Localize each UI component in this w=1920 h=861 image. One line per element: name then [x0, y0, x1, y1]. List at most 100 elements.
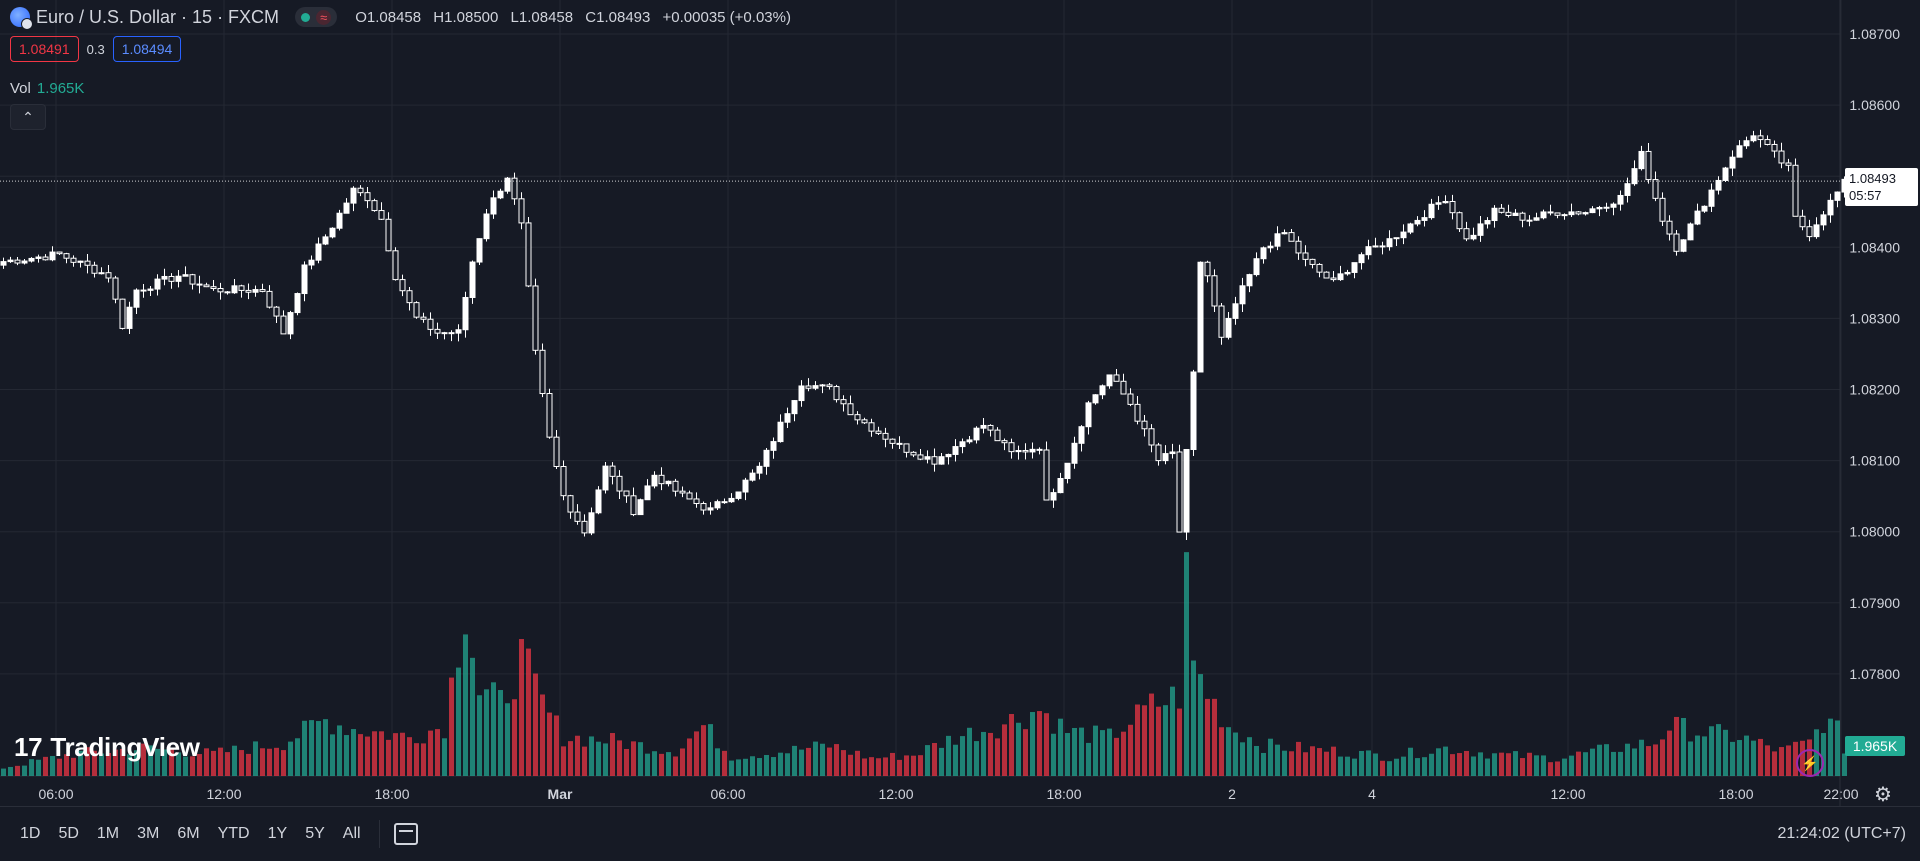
candle-body [1022, 450, 1029, 453]
candle-body [357, 187, 364, 194]
volume-bar [1219, 727, 1224, 776]
candle-body [1379, 245, 1386, 248]
range-all-button[interactable]: All [342, 825, 361, 842]
volume-legend[interactable]: Vol 1.965K [10, 80, 84, 97]
volume-bar [106, 752, 111, 776]
candle-body [1498, 207, 1505, 213]
volume-bar [29, 759, 34, 776]
volume-bar [1576, 751, 1581, 776]
range-5y-button[interactable]: 5Y [305, 825, 325, 842]
range-1d-button[interactable]: 1D [20, 825, 41, 842]
candle-body [378, 210, 385, 220]
volume-bar [1541, 755, 1546, 776]
candle-body [1365, 246, 1372, 256]
candle-body [217, 287, 224, 293]
candle-body [1428, 203, 1435, 219]
candle-body [1589, 208, 1596, 214]
volume-bar [351, 729, 356, 776]
symbol-title[interactable]: Euro / U.S. Dollar · 15 · FXCM [36, 6, 280, 27]
candle-body [770, 441, 777, 451]
volume-bar [218, 747, 223, 776]
candle-body [525, 222, 532, 287]
candle-body [0, 261, 7, 266]
volume-bar [1373, 753, 1378, 776]
quote-bar: 1.08491 0.3 1.08494 [10, 36, 182, 62]
collapse-legend-button[interactable]: ⌃ [10, 104, 46, 130]
volume-bar [1317, 748, 1322, 776]
volume-bar [134, 750, 139, 776]
candle-body [686, 492, 693, 500]
volume-bar [141, 743, 146, 776]
candle-body [1729, 156, 1736, 169]
candle-body [1043, 449, 1050, 501]
volume-bar [855, 750, 860, 776]
range-1y-button[interactable]: 1Y [267, 825, 288, 842]
range-6m-button[interactable]: 6M [177, 825, 200, 842]
candle-body [406, 290, 413, 304]
range-1m-button[interactable]: 1M [96, 825, 120, 842]
candle-body [973, 427, 980, 441]
clock-timezone[interactable]: 21:24:02 (UTC+7) [1777, 825, 1906, 842]
candle-body [588, 512, 595, 534]
volume-bar [169, 748, 174, 776]
volume-bar [288, 741, 293, 776]
candle-body [1715, 179, 1722, 191]
sell-price-button[interactable]: 1.08491 [10, 36, 79, 62]
candle-body [1218, 305, 1225, 338]
candle-body [350, 187, 357, 204]
volume-bar [918, 755, 923, 776]
candle-body [938, 456, 945, 465]
open-value: 1.08458 [366, 8, 422, 26]
volume-bar [932, 743, 937, 776]
calendar-icon[interactable] [393, 823, 418, 845]
volume-bar [729, 760, 734, 776]
volume-bar [330, 734, 335, 776]
candle-body [210, 286, 217, 289]
candle-body [105, 272, 112, 279]
candle-body [322, 236, 329, 245]
volume-bar [715, 748, 720, 776]
volume-bar [1002, 724, 1007, 776]
range-5d-button[interactable]: 5D [58, 825, 79, 842]
candle-body [469, 261, 476, 298]
volume-bar [1471, 756, 1476, 776]
volume-bar [743, 758, 748, 776]
candle-body [910, 451, 917, 456]
close-value: 1.08493 [596, 8, 651, 26]
tradingview-logo[interactable]: 17 TradingView [14, 732, 200, 763]
range-3m-button[interactable]: 3M [137, 825, 160, 842]
chart-settings-icon[interactable]: ⚙ [1874, 784, 1892, 806]
range-ytd-button[interactable]: YTD [217, 825, 250, 842]
x-tick-label: 2 [1228, 786, 1236, 802]
close-label: C [585, 8, 597, 26]
volume-bar [680, 748, 685, 776]
candle-body [1260, 247, 1267, 260]
volume-bar [1408, 747, 1413, 776]
volume-bar [960, 736, 965, 776]
volume-bar [1163, 705, 1168, 776]
buy-price-button[interactable]: 1.08494 [112, 36, 182, 62]
volume-bar [1562, 758, 1567, 776]
x-tick-label: 4 [1368, 786, 1376, 802]
volume-bar [183, 756, 188, 776]
lightning-icon[interactable]: ⚡ [1796, 749, 1824, 777]
volume-bar [428, 730, 433, 776]
candle-body [567, 495, 574, 513]
price-chart[interactable]: 1.08700 1.08600 1.08500 1.08400 1.08300 1.082… [0, 0, 1920, 806]
volume-bar [1688, 741, 1693, 776]
candle-body [1680, 239, 1687, 252]
candle-body [413, 302, 420, 318]
volume-bar [1513, 751, 1518, 776]
x-tick-label: Mar [548, 786, 573, 802]
candle-body [1113, 374, 1120, 382]
market-status-pill[interactable]: ≈ [295, 7, 338, 27]
candle-body [518, 198, 525, 224]
high-label: H [433, 8, 445, 26]
volume-bar [1149, 693, 1154, 776]
volume-bar [148, 745, 153, 776]
volume-bar [225, 752, 230, 776]
candle-body [301, 264, 308, 295]
candle-body [1407, 223, 1414, 233]
candle-body [1673, 233, 1680, 252]
volume-bar [1345, 756, 1350, 776]
